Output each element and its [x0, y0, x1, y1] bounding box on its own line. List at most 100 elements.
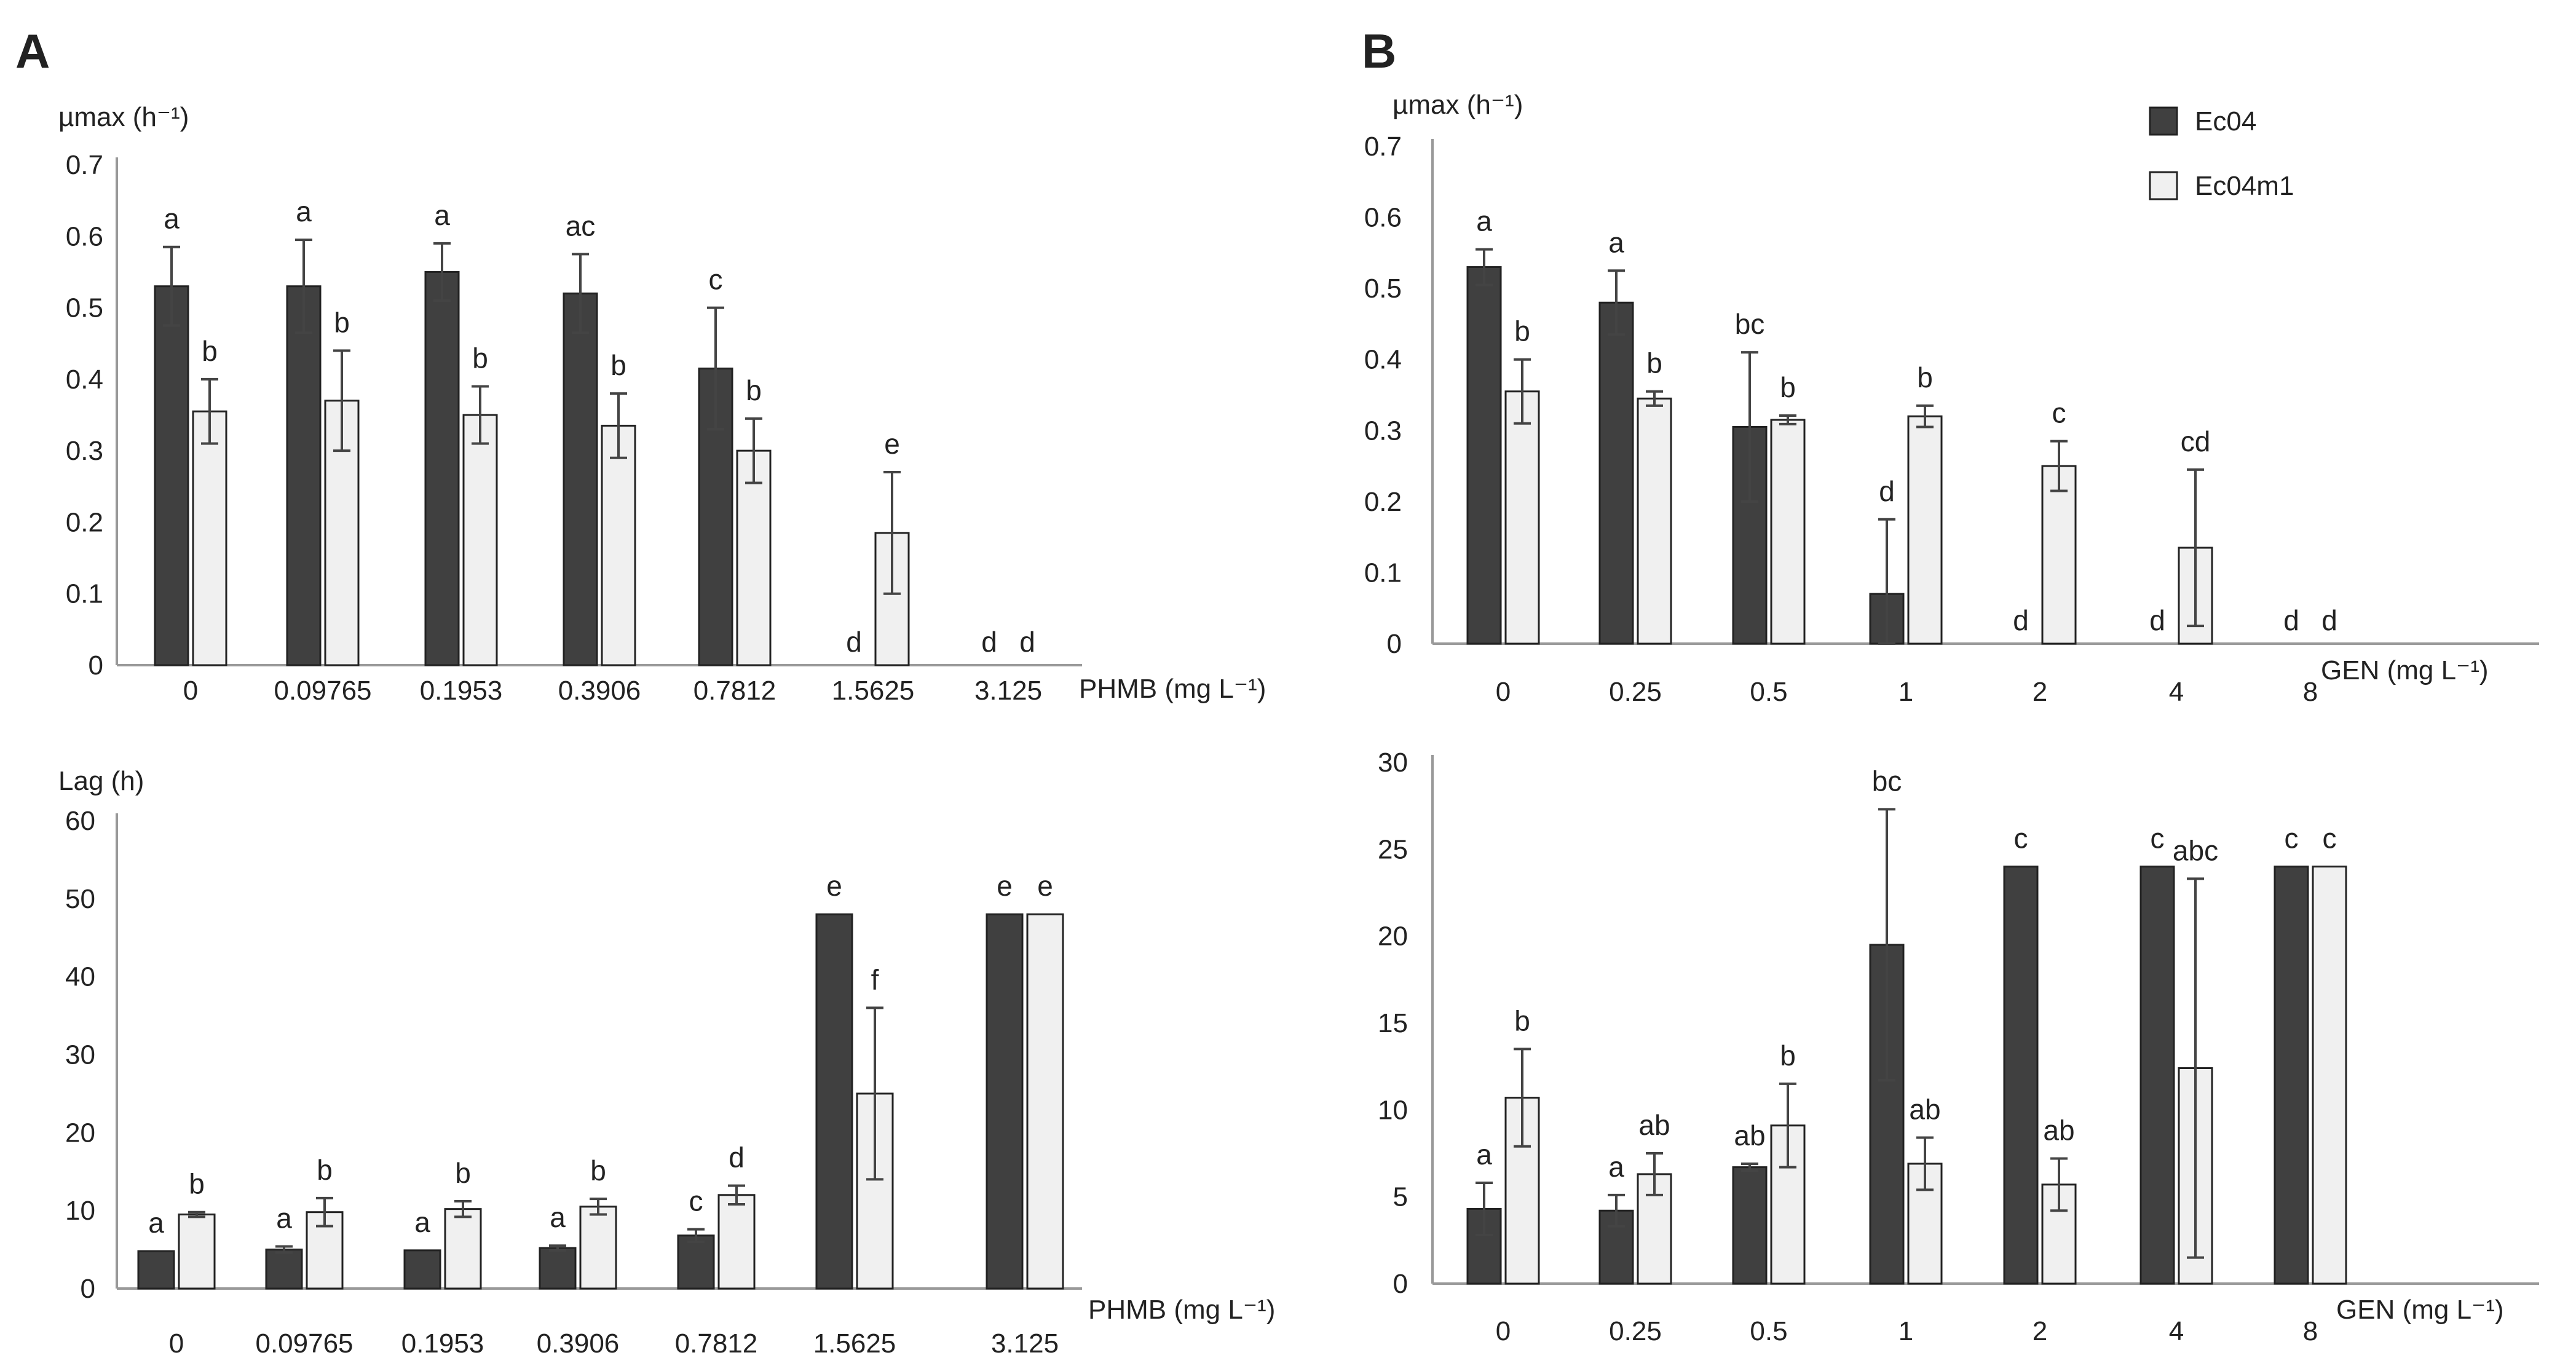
- y-tick-label: 0.4: [66, 365, 103, 395]
- y-tick-label: 0.7: [66, 150, 103, 180]
- significance-letter: e: [884, 428, 900, 460]
- x-tick-label: 0.1953: [420, 676, 503, 706]
- bar: [1598, 301, 1634, 645]
- x-tick-label: 4: [2169, 1316, 2184, 1346]
- significance-letter: c: [689, 1185, 703, 1217]
- x-tick-label: 0.25: [1609, 1316, 1662, 1346]
- significance-letter: e: [1037, 870, 1053, 902]
- significance-letter: b: [189, 1168, 205, 1200]
- bar: [1770, 419, 1806, 645]
- significance-letter: b: [1780, 371, 1796, 403]
- bar: [2139, 866, 2175, 1285]
- significance-letter: bc: [1735, 308, 1765, 340]
- significance-letter: c: [2052, 397, 2066, 429]
- significance-letter: d: [1879, 475, 1895, 507]
- y-tick-label: 10: [65, 1196, 95, 1226]
- x-axis-title: GEN (mg L⁻¹): [2336, 1295, 2504, 1325]
- x-tick-label: 1.5625: [832, 676, 915, 706]
- bar: [424, 270, 460, 666]
- x-tick-label: 2: [2033, 677, 2047, 707]
- bar: [462, 414, 498, 666]
- significance-letter: b: [317, 1154, 333, 1186]
- significance-letter: d: [2321, 604, 2337, 636]
- bar: [178, 1214, 216, 1290]
- y-tick-label: 30: [1378, 748, 1408, 778]
- significance-letter: d: [2283, 604, 2299, 636]
- bar: [1732, 1166, 1768, 1285]
- x-tick-label: 8: [2303, 677, 2318, 707]
- significance-letter: a: [1476, 205, 1492, 237]
- bar: [2003, 866, 2039, 1285]
- significance-letter: a: [414, 1206, 430, 1238]
- y-tick-label: 0.6: [66, 221, 103, 251]
- x-tick-label: 1: [1898, 677, 1913, 707]
- x-tick-label: 4: [2169, 677, 2184, 707]
- bar: [192, 410, 227, 666]
- y-tick-label: 0.4: [1364, 345, 1402, 375]
- y-tick-label: 20: [1378, 922, 1408, 952]
- significance-letter: b: [1780, 1040, 1796, 1072]
- x-axis-title: GEN (mg L⁻¹): [2321, 655, 2489, 685]
- y-tick-label: 0.2: [1364, 487, 1402, 517]
- significance-letter: a: [1608, 1151, 1624, 1183]
- significance-letter: b: [590, 1155, 606, 1186]
- x-tick-label: 0: [169, 1328, 184, 1359]
- significance-letter: e: [997, 870, 1013, 902]
- y-tick-label: 50: [65, 884, 95, 914]
- bar: [717, 1194, 756, 1290]
- x-tick-label: 0: [1496, 677, 1511, 707]
- significance-letter: b: [1514, 315, 1530, 347]
- significance-letter: b: [455, 1157, 471, 1189]
- y-tick-label: 30: [65, 1040, 95, 1070]
- significance-letter: ab: [1734, 1119, 1765, 1151]
- significance-letter: d: [981, 626, 997, 658]
- x-tick-label: 1: [1898, 1316, 1913, 1346]
- x-tick-label: 0.09765: [255, 1328, 353, 1359]
- y-tick-label: 0.3: [66, 436, 103, 466]
- y-tick-label: 0: [89, 650, 103, 681]
- panel-letter-a: A: [15, 24, 50, 78]
- y-tick-label: 10: [1378, 1095, 1408, 1125]
- significance-letter: ac: [566, 210, 596, 242]
- x-tick-label: 2: [2033, 1316, 2047, 1346]
- x-tick-label: 0.5: [1750, 1316, 1787, 1346]
- significance-letter: e: [826, 870, 842, 902]
- x-tick-label: 0.09765: [274, 676, 371, 706]
- bar: [265, 1249, 303, 1290]
- legend: Ec04 Ec04m1: [2149, 106, 2294, 201]
- x-tick-label: 3.125: [991, 1328, 1059, 1359]
- significance-letter: a: [164, 203, 180, 235]
- bar: [539, 1247, 577, 1290]
- y-tick-label: 15: [1378, 1008, 1408, 1038]
- y-tick-label: 0: [1387, 629, 1402, 659]
- x-tick-label: 3.125: [974, 676, 1042, 706]
- x-tick-label: 0.7812: [693, 676, 776, 706]
- significance-letter: d: [2013, 604, 2029, 636]
- chart-a-bottom: 0 10 20 30 40 50 60 Lag (h) PHMB (mg L⁻¹) 0 0.0976…: [58, 766, 1275, 1359]
- bar: [137, 1250, 175, 1290]
- bar: [1907, 415, 1943, 645]
- bar: [2312, 866, 2347, 1285]
- y-tick-label: 0.1: [66, 579, 103, 609]
- bar: [1907, 1163, 1943, 1285]
- x-axis-title: PHMB (mg L⁻¹): [1088, 1295, 1275, 1325]
- significance-letter: ab: [1909, 1094, 1940, 1126]
- y-tick-label: 0: [81, 1274, 95, 1304]
- bar: [1598, 1209, 1634, 1285]
- significance-letter: c: [2285, 823, 2299, 855]
- bar: [2274, 866, 2309, 1285]
- significance-letter: c: [709, 264, 723, 296]
- significance-letter: b: [1514, 1005, 1530, 1036]
- significance-letter: b: [610, 349, 626, 381]
- x-tick-label: 0.5: [1750, 677, 1787, 707]
- bar: [403, 1249, 441, 1290]
- y-tick-label: 0.3: [1364, 416, 1402, 446]
- y-tick-label: 5: [1393, 1182, 1408, 1212]
- significance-letter: f: [871, 963, 879, 995]
- x-tick-label: 0: [183, 676, 198, 706]
- significance-letter: b: [334, 306, 350, 338]
- y-tick-label: 0.5: [1364, 274, 1402, 304]
- significance-letter: b: [1917, 361, 1933, 393]
